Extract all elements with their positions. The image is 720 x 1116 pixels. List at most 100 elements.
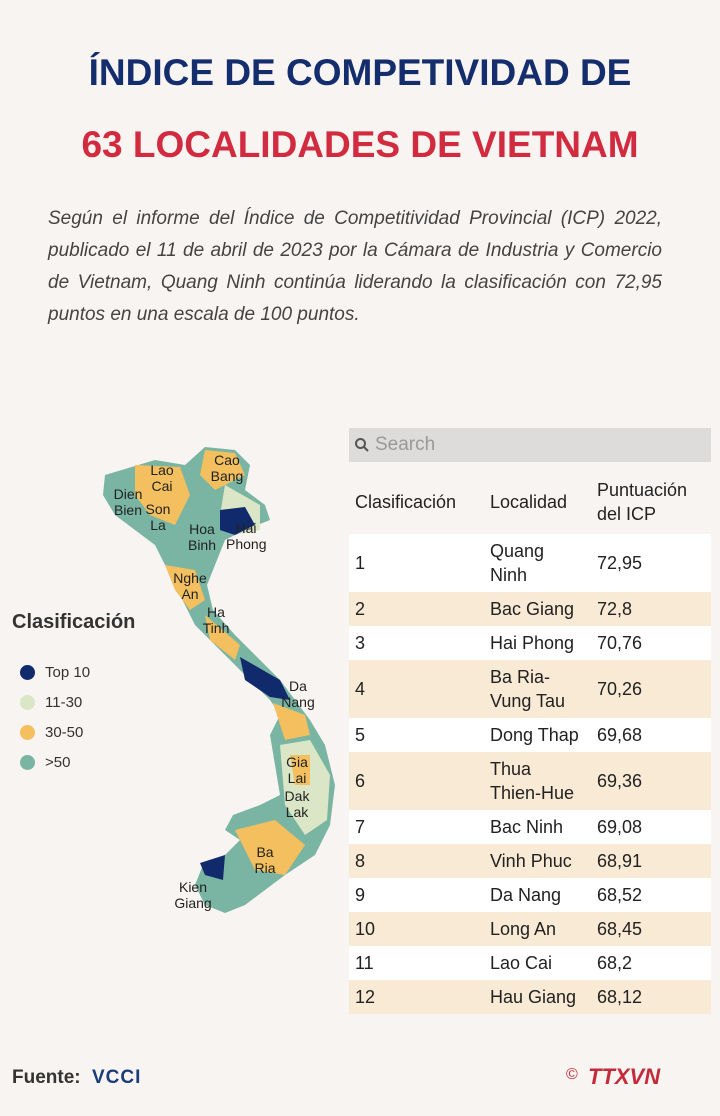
legend-item: 30-50 <box>20 724 83 741</box>
table-cell: 9 <box>349 878 484 912</box>
source-label: Fuente: <box>12 1067 81 1088</box>
table-cell: 69,08 <box>591 810 711 844</box>
table-cell: 70,26 <box>591 660 711 718</box>
table-row: 10 Long An 68,45 <box>349 912 711 946</box>
map-label: Kien Giang <box>174 879 212 911</box>
map-region <box>273 703 310 740</box>
table-cell: 72,95 <box>591 534 711 592</box>
map-label: Hai Phong <box>226 520 267 552</box>
table-cell: 7 <box>349 810 484 844</box>
table-cell: 70,76 <box>591 626 711 660</box>
legend-label: Top 10 <box>45 664 91 681</box>
intro: Según el informe del Índice de Competiti… <box>48 208 662 325</box>
map-region <box>165 565 205 610</box>
table-row: 3 Hai Phong 70,76 <box>349 626 711 660</box>
table-cell: 3 <box>349 626 484 660</box>
table-cell: Hai Phong <box>484 626 591 660</box>
table-cell: Vinh Phuc <box>484 844 591 878</box>
map-label: Lao Cai <box>150 462 174 494</box>
legend-label: 11-30 <box>45 694 83 711</box>
map-region <box>200 855 225 880</box>
copyright: © <box>566 1066 578 1083</box>
table-row: 2 Bac Giang 72,8 <box>349 592 711 626</box>
table-cell: Quang Ninh <box>484 534 591 592</box>
map-label: Hoa Binh <box>187 521 217 553</box>
table-row: 11 Lao Cai 68,2 <box>349 946 711 980</box>
table-row: 7 Bac Ninh 69,08 <box>349 810 711 844</box>
table-row: 8 Vinh Phuc 68,91 <box>349 844 711 878</box>
column-header: Puntuación del ICP <box>597 480 688 524</box>
map-label: Dak Lak <box>284 788 310 820</box>
title: ÍNDICE DE COMPETIVIDAD DE <box>88 52 632 93</box>
map-label: Nghe An <box>173 570 207 602</box>
table-cell: 68,91 <box>591 844 711 878</box>
legend-item: Top 10 <box>20 664 90 681</box>
table-cell: 5 <box>349 718 484 752</box>
table-cell: 4 <box>349 660 484 718</box>
map-region <box>205 615 240 660</box>
search-box[interactable]: Search <box>349 428 711 462</box>
table-cell: 1 <box>349 534 484 592</box>
table-cell: 69,36 <box>591 752 711 810</box>
map-region <box>290 755 310 785</box>
table-cell: 68,12 <box>591 980 711 1014</box>
map-label: Son La <box>145 501 171 533</box>
table-cell: Bac Giang <box>484 592 591 626</box>
map-region <box>220 507 255 535</box>
search-placeholder: Search <box>375 434 436 455</box>
map-region <box>200 450 245 490</box>
column-header: Clasificación <box>355 492 457 512</box>
table-cell: Da Nang <box>484 878 591 912</box>
map-label: Cao Bang <box>210 452 244 484</box>
table-cell: Ba Ria-Vung Tau <box>484 660 591 718</box>
table-cell: 72,8 <box>591 592 711 626</box>
table-cell: 10 <box>349 912 484 946</box>
table-cell: Dong Thap <box>484 718 591 752</box>
table-cell: 12 <box>349 980 484 1014</box>
column-header: Localidad <box>490 492 568 512</box>
map-label: Gia Lai <box>286 754 308 786</box>
source-logo: VCCI <box>92 1067 142 1088</box>
table-cell: 68,45 <box>591 912 711 946</box>
table-cell: 68,2 <box>591 946 711 980</box>
table-cell: 2 <box>349 592 484 626</box>
map-label: Ba Ria <box>254 844 276 876</box>
legend-swatch <box>20 665 35 680</box>
table-cell: Lao Cai <box>484 946 591 980</box>
legend-title: Clasificación <box>12 611 136 633</box>
legend-item: 11-30 <box>20 694 82 711</box>
legend-swatch <box>20 725 35 740</box>
map-label: Ha Tinh <box>202 604 230 636</box>
map <box>103 447 335 913</box>
table-cell: 11 <box>349 946 484 980</box>
legend-label: >50 <box>45 754 71 771</box>
table-cell: Hau Giang <box>484 980 591 1014</box>
table-row: 12 Hau Giang 68,12 <box>349 980 711 1014</box>
legend-swatch <box>20 695 35 710</box>
table-cell: Bac Ninh <box>484 810 591 844</box>
table-row: 9 Da Nang 68,52 <box>349 878 711 912</box>
map-region <box>135 465 190 525</box>
table-row: 5 Dong Thap 69,68 <box>349 718 711 752</box>
title: 63 LOCALIDADES DE VIETNAM <box>81 124 639 165</box>
table-row: 6 Thua Thien-Hue 69,36 <box>349 752 711 810</box>
legend-swatch <box>20 755 35 770</box>
table-header: Clasificación Localidad Puntuación del ICP <box>349 470 711 534</box>
table-cell: 8 <box>349 844 484 878</box>
legend-item: >50 <box>20 754 70 771</box>
table-row: 4 Ba Ria-Vung Tau 70,26 <box>349 660 711 718</box>
agency-logo: TTXVN <box>588 1064 661 1089</box>
map-label: Da Nang <box>281 678 315 710</box>
table-cell: 6 <box>349 752 484 810</box>
search-icon <box>355 438 369 452</box>
table-cell: Long An <box>484 912 591 946</box>
legend-label: 30-50 <box>45 724 84 741</box>
table-row: 1 Quang Ninh 72,95 <box>349 534 711 592</box>
map-region <box>235 820 305 875</box>
ranking-table: Clasificación Localidad Puntuación del ICP… <box>349 470 711 1014</box>
table-cell: 68,52 <box>591 878 711 912</box>
table-cell: 69,68 <box>591 718 711 752</box>
table-cell: Thua Thien-Hue <box>484 752 591 810</box>
map-country <box>103 447 335 913</box>
